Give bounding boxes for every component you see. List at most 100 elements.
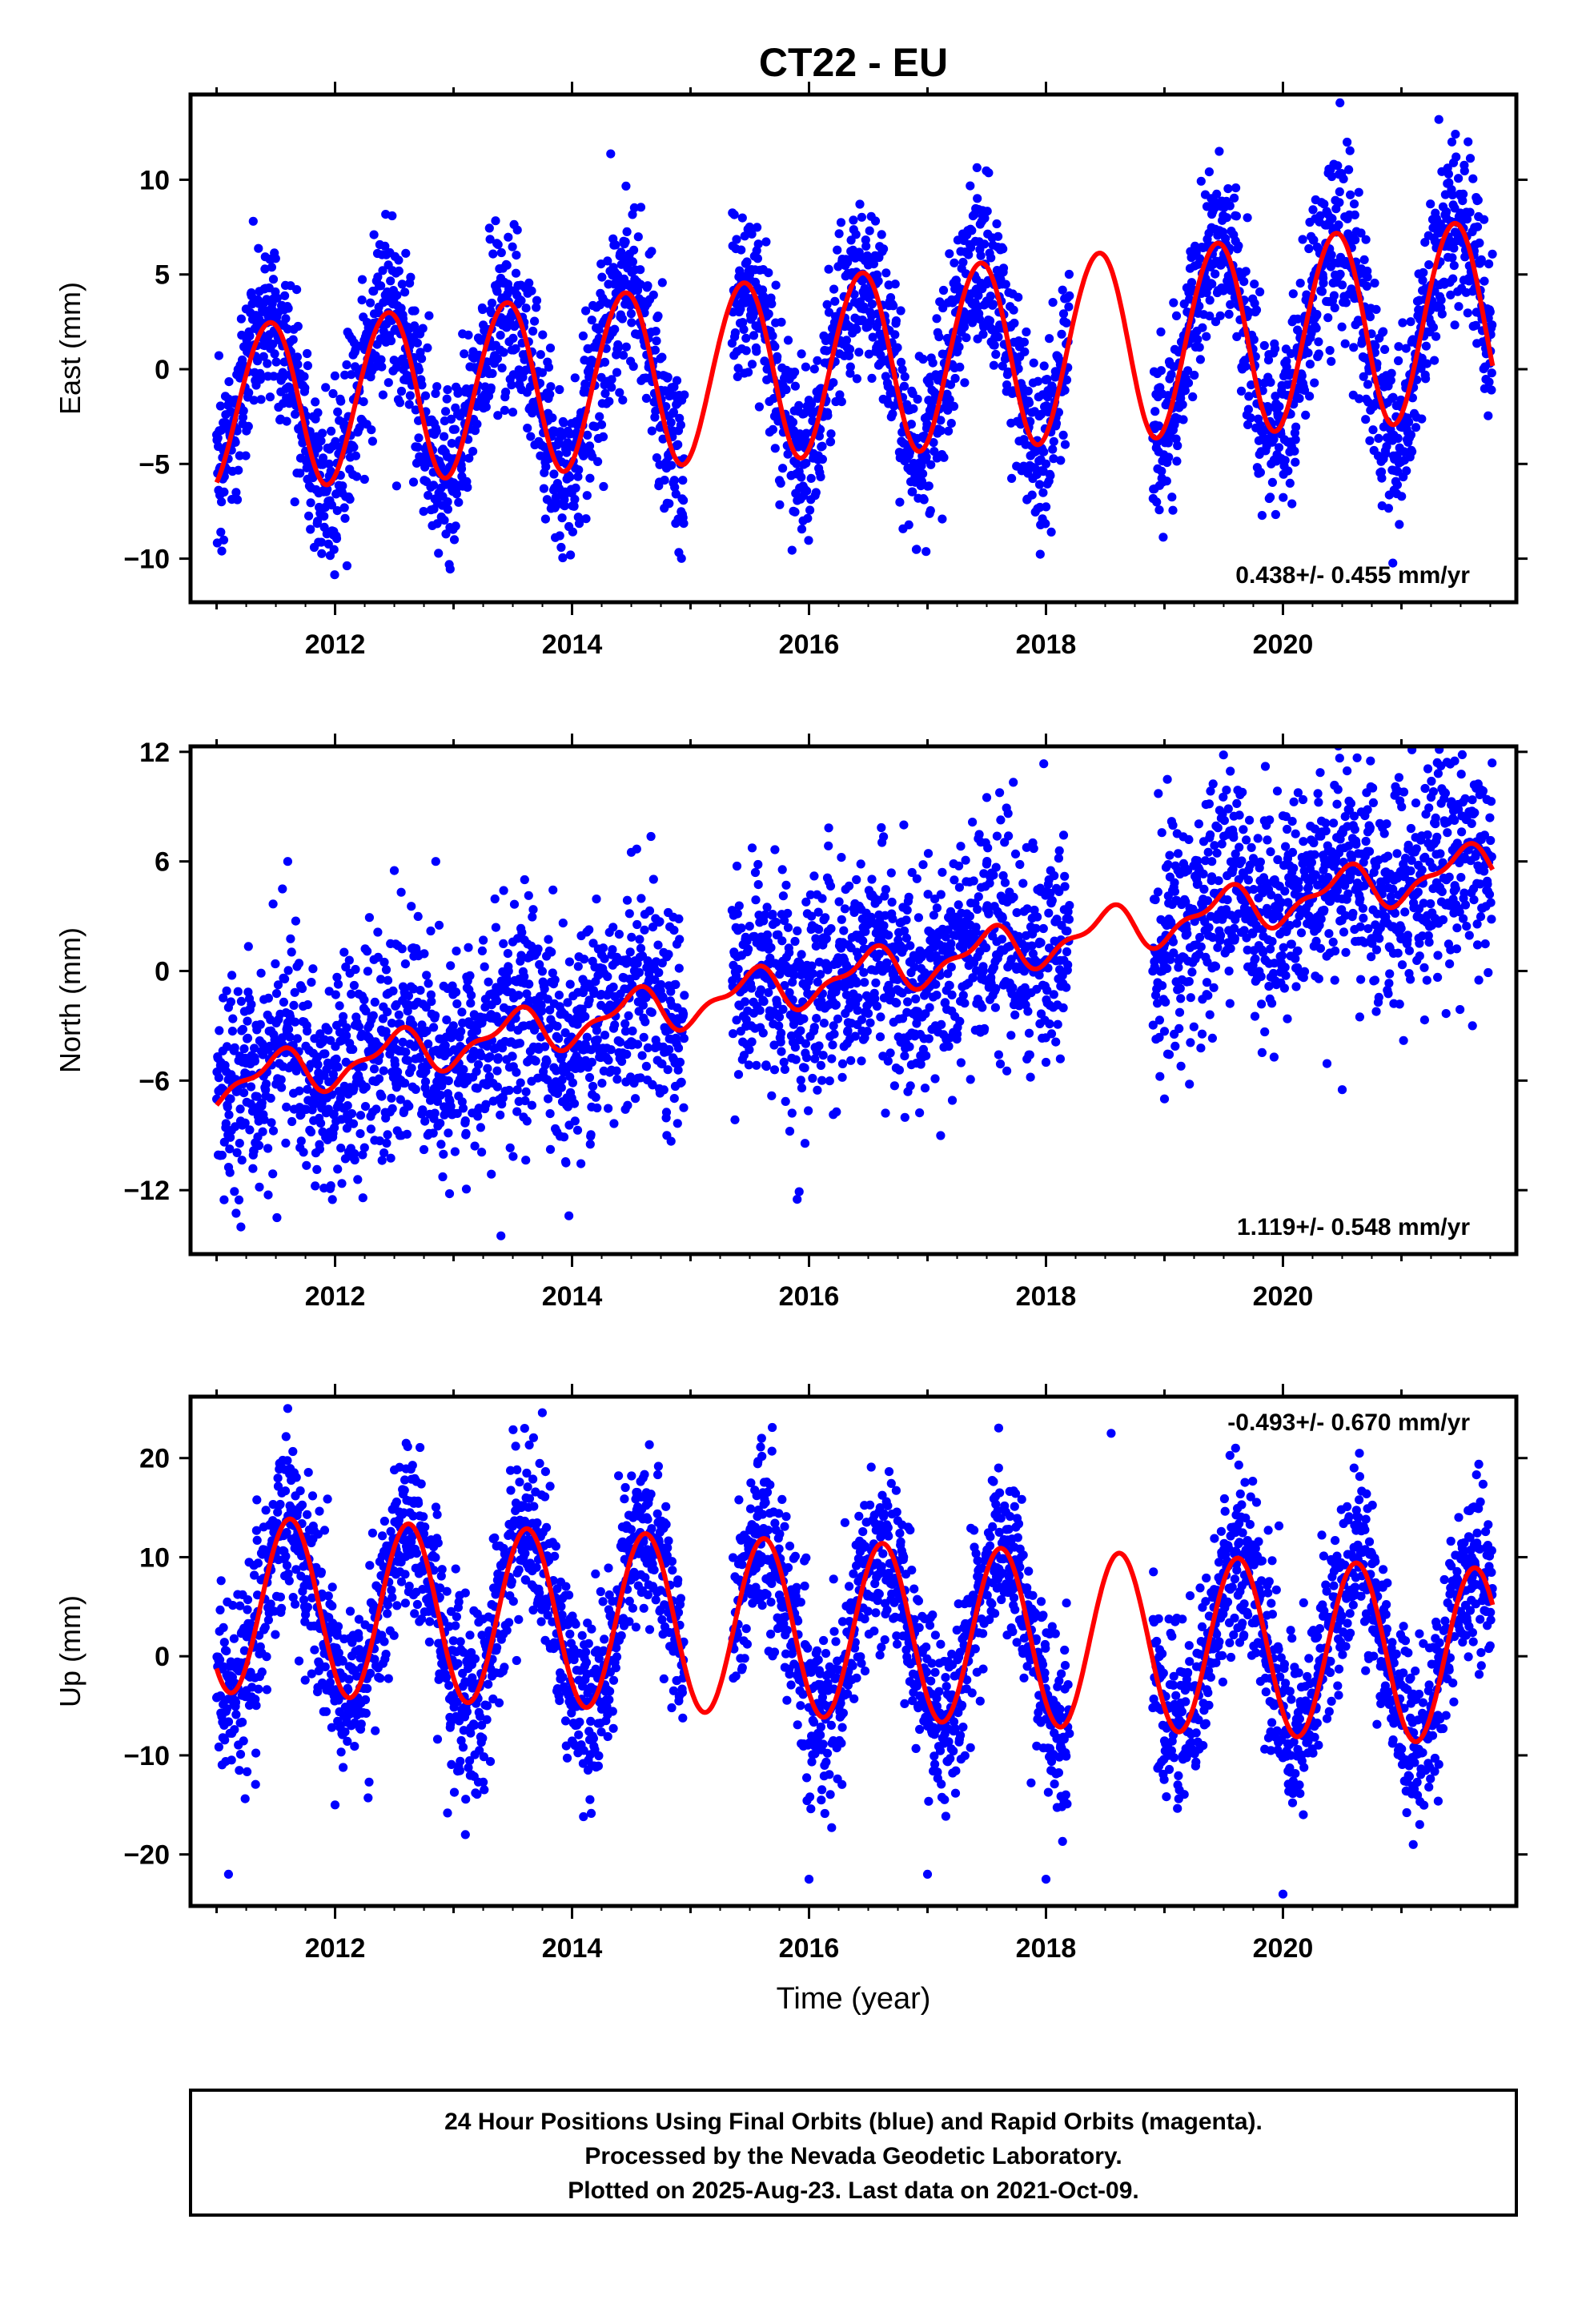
data-point xyxy=(550,975,560,985)
data-point xyxy=(1418,275,1427,285)
data-point xyxy=(1355,394,1364,404)
data-point xyxy=(913,394,922,404)
data-point xyxy=(378,390,387,400)
data-point xyxy=(464,330,473,340)
data-point xyxy=(574,519,584,529)
data-point xyxy=(560,501,569,511)
data-point xyxy=(1041,519,1050,529)
data-point xyxy=(741,333,751,343)
data-point xyxy=(217,1150,227,1160)
data-point xyxy=(468,447,478,456)
data-point xyxy=(1054,408,1063,417)
data-point xyxy=(1251,305,1262,315)
data-point xyxy=(1163,438,1173,448)
data-point xyxy=(1449,261,1459,271)
data-point xyxy=(271,989,282,999)
data-point xyxy=(1395,520,1404,529)
data-point xyxy=(819,1019,829,1028)
data-point xyxy=(1223,184,1233,194)
data-point xyxy=(214,1073,223,1083)
data-point xyxy=(781,880,791,890)
data-point xyxy=(806,473,816,484)
data-point xyxy=(1271,344,1280,354)
data-point xyxy=(1442,207,1452,217)
data-point xyxy=(496,331,505,340)
data-point xyxy=(1211,269,1220,279)
data-point xyxy=(1431,332,1441,341)
data-point xyxy=(476,1123,486,1132)
data-point xyxy=(420,1116,430,1126)
data-point xyxy=(414,365,424,375)
data-point xyxy=(396,1095,405,1104)
data-point xyxy=(612,1075,622,1084)
data-point xyxy=(888,409,897,419)
data-point xyxy=(673,1043,684,1053)
data-point xyxy=(493,411,503,420)
data-point xyxy=(271,254,280,263)
data-point xyxy=(486,383,496,392)
data-point xyxy=(231,488,241,497)
data-point xyxy=(538,330,548,340)
data-point xyxy=(504,967,513,976)
data-point xyxy=(666,418,676,428)
data-point xyxy=(733,364,743,373)
data-point xyxy=(377,1092,387,1101)
data-point xyxy=(581,514,591,524)
data-point xyxy=(777,1047,786,1056)
data-point xyxy=(1225,201,1235,211)
data-point xyxy=(753,254,763,263)
data-point xyxy=(837,1059,848,1068)
data-point xyxy=(306,525,315,534)
data-point xyxy=(223,1102,232,1112)
data-point xyxy=(818,1051,828,1060)
data-point xyxy=(488,249,498,259)
data-point xyxy=(559,418,568,428)
data-point xyxy=(367,425,376,435)
data-point xyxy=(736,304,745,314)
data-point xyxy=(729,210,739,219)
data-point xyxy=(1196,176,1206,186)
data-point xyxy=(1417,414,1427,424)
data-point xyxy=(587,1057,596,1067)
data-point xyxy=(485,1052,495,1062)
data-point xyxy=(857,212,866,222)
data-point xyxy=(1359,255,1369,264)
data-point xyxy=(929,438,938,448)
data-point xyxy=(303,361,312,371)
data-point xyxy=(978,329,988,339)
data-point xyxy=(545,1005,555,1015)
data-point xyxy=(420,391,431,400)
data-point xyxy=(558,553,568,563)
data-point xyxy=(800,1139,810,1148)
data-point xyxy=(313,517,323,526)
data-point xyxy=(1488,249,1497,259)
data-point xyxy=(945,395,954,404)
data-point xyxy=(1009,305,1018,315)
data-point xyxy=(812,1014,821,1023)
data-point xyxy=(219,1195,229,1204)
data-point xyxy=(555,531,564,541)
data-point xyxy=(1298,235,1307,244)
data-point xyxy=(446,1101,456,1112)
data-point xyxy=(512,1068,521,1077)
data-point xyxy=(290,497,299,507)
data-point xyxy=(368,1011,378,1020)
data-point xyxy=(239,1088,249,1098)
data-point xyxy=(265,392,275,402)
data-point xyxy=(1446,290,1456,300)
data-point xyxy=(331,1054,341,1063)
data-point xyxy=(294,959,304,968)
data-point xyxy=(382,1138,391,1148)
data-point xyxy=(998,244,1008,254)
data-point xyxy=(580,379,590,388)
data-point xyxy=(619,351,628,360)
data-point xyxy=(832,1107,841,1116)
data-point xyxy=(1224,309,1234,319)
data-point xyxy=(239,406,248,416)
data-point xyxy=(268,275,279,284)
data-point xyxy=(499,348,508,357)
data-point xyxy=(225,1168,235,1177)
data-point xyxy=(508,408,518,417)
data-point xyxy=(1195,343,1204,352)
data-point xyxy=(1368,425,1378,435)
